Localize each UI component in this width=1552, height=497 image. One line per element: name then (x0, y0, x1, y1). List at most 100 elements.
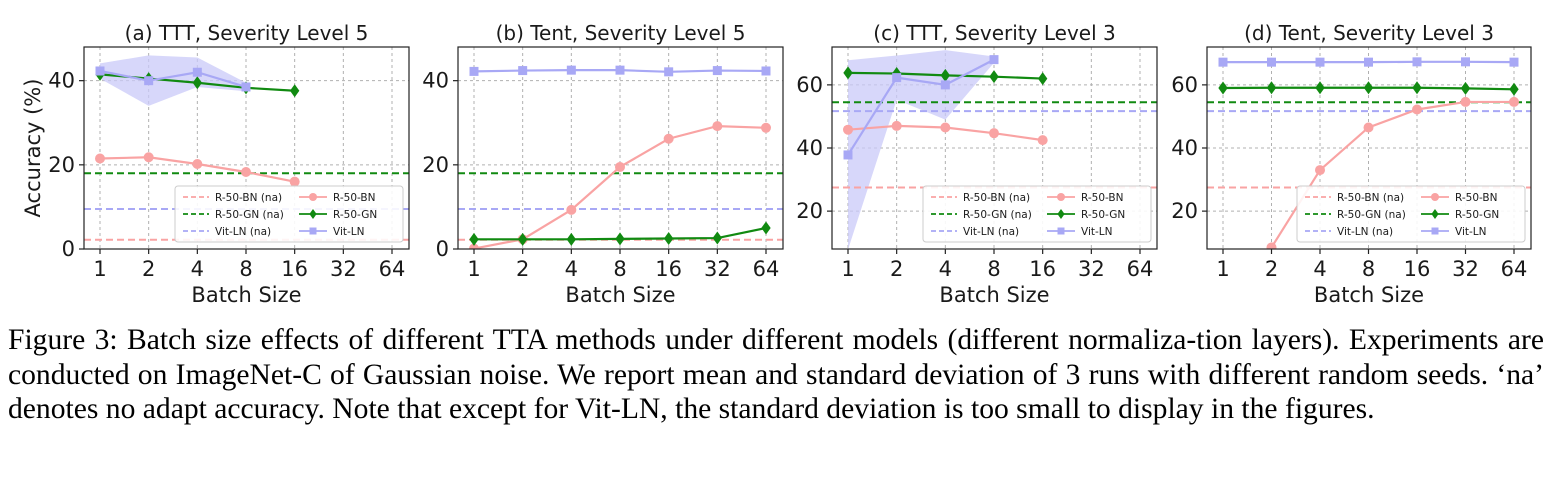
x-tick-label: 2 (142, 257, 155, 281)
legend-marker-r50gn (1431, 209, 1439, 219)
data-point-r50bn (95, 153, 105, 164)
panel-1: 1 2 4 8 16 32 64 0 20 40 (a) TTT, Severity Level 5… (21, 21, 410, 307)
x-tick-label: 4 (939, 257, 952, 281)
data-point-vitln (843, 150, 853, 160)
series-line-r50bn (1270, 100, 1514, 249)
data-point-r50bn (1509, 96, 1519, 107)
data-point-r50gn (289, 84, 300, 98)
data-point-vitln (1412, 57, 1422, 67)
data-point-vitln (241, 82, 251, 92)
legend-marker-vitln (1431, 227, 1439, 235)
x-tick-label: 2 (516, 257, 529, 281)
y-tick-label: 60 (796, 73, 823, 97)
legend-label-r50bn: R-50-BN (1081, 192, 1124, 204)
data-point-r50bn (989, 128, 999, 139)
x-tick-label: 8 (987, 257, 1000, 281)
data-point-r50gn (1460, 81, 1471, 95)
legend-label-r50bn: R-50-BN (333, 192, 376, 204)
panel-2: 1 2 4 8 16 32 64 0 20 40 (b) Tent, Severity Level … (422, 21, 784, 307)
data-point-vitln (615, 65, 625, 75)
x-tick-label: 64 (379, 257, 406, 281)
x-tick-label: 64 (1127, 257, 1154, 281)
x-tick-label: 32 (330, 257, 357, 281)
panel-title: (c) TTT, Severity Level 3 (873, 21, 1115, 45)
x-tick-label: 4 (565, 257, 578, 281)
legend-label-r50gn-na: R-50-GN (na) (963, 209, 1032, 221)
legend-label-r50gn-na: R-50-GN (na) (215, 209, 284, 221)
legend-label-vitln: Vit-LN (1455, 226, 1486, 238)
panel-1-plot (84, 55, 409, 241)
legend-marker-r50gn (309, 209, 317, 219)
data-point-vitln (95, 66, 105, 76)
data-point-r50bn (761, 122, 771, 133)
data-point-r50gn (1509, 82, 1519, 96)
panel-3: 1 2 4 8 16 32 64 20 40 60 (c) TTT, Severity Level … (796, 21, 1158, 307)
data-point-r50bn (891, 120, 902, 131)
legend-label-r50bn-na: R-50-BN (na) (215, 192, 282, 204)
data-point-r50gn (1218, 81, 1228, 95)
data-point-r50gn (1363, 81, 1374, 95)
x-tick-label: 32 (1078, 257, 1105, 281)
legend-marker-r50bn (309, 193, 317, 201)
data-point-r50gn (615, 232, 625, 246)
y-tick-label: 60 (1171, 73, 1198, 97)
legend-label-vitln-na: Vit-LN (na) (1337, 226, 1393, 238)
data-point-r50gn (566, 232, 577, 246)
legend-label-vitln-na: Vit-LN (na) (215, 226, 271, 238)
legend-box (1296, 185, 1526, 243)
data-point-r50bn (241, 166, 251, 177)
legend-label-r50gn: R-50-GN (1081, 209, 1125, 221)
x-tick-label: 2 (1265, 257, 1278, 281)
x-tick-label: 4 (191, 257, 204, 281)
x-tick-label: 8 (613, 257, 626, 281)
legend-marker-r50bn (1431, 193, 1439, 201)
data-point-r50bn (289, 176, 300, 187)
panel-title: (a) TTT, Severity Level 5 (125, 21, 369, 45)
panel-4: 1 2 4 8 16 32 64 20 40 60 (d) Tent, Severity Level… (1171, 21, 1532, 307)
data-point-r50gn (192, 76, 203, 90)
series-line-vitln (847, 58, 995, 156)
data-point-vitln (566, 65, 576, 75)
data-point-r50gn (1412, 81, 1422, 95)
x-tick-label: 32 (1452, 257, 1479, 281)
x-tick-label: 16 (1404, 257, 1431, 281)
data-point-r50gn (712, 231, 723, 245)
data-point-r50bn (566, 204, 577, 215)
data-point-r50bn (1460, 96, 1471, 107)
data-point-vitln (761, 66, 771, 76)
legend-marker-r50gn (1057, 209, 1065, 219)
y-tick-label: 40 (422, 69, 449, 93)
figure-panels: 1 2 4 8 16 32 64 0 20 40 (a) TTT, Severity Level 5… (21, 21, 1532, 307)
data-point-r50gn (1315, 81, 1325, 95)
data-point-vitln (518, 66, 528, 76)
legend-label-r50gn: R-50-GN (333, 209, 377, 221)
legend-label-r50gn: R-50-GN (1455, 209, 1499, 221)
data-point-r50bn (1037, 135, 1048, 146)
data-point-vitln (664, 67, 674, 77)
std-band (848, 50, 994, 249)
legend-box (922, 185, 1152, 243)
y-tick-label: 40 (1171, 136, 1198, 160)
x-axis-label: Batch Size (565, 283, 675, 307)
data-point-vitln (469, 66, 479, 76)
data-point-r50bn (1315, 165, 1325, 176)
x-tick-label: 1 (93, 257, 106, 281)
data-point-r50gn (1037, 72, 1048, 86)
y-tick-label: 20 (796, 199, 823, 223)
data-point-vitln (1218, 57, 1228, 67)
data-point-r50bn (1266, 242, 1277, 249)
x-tick-label: 8 (239, 257, 252, 281)
legend-label-vitln: Vit-LN (1081, 226, 1112, 238)
x-tick-label: 2 (890, 257, 903, 281)
x-tick-label: 16 (655, 257, 682, 281)
legend-label-vitln-na: Vit-LN (na) (963, 226, 1019, 238)
data-point-r50gn (469, 232, 479, 246)
y-axis-label: Accuracy (%) (21, 79, 45, 218)
data-point-r50bn (615, 161, 625, 172)
data-point-vitln (192, 67, 202, 77)
data-point-r50bn (712, 121, 723, 132)
data-point-r50bn (192, 158, 203, 169)
data-point-r50bn (940, 122, 951, 133)
legend-label-r50bn: R-50-BN (1455, 192, 1498, 204)
y-tick-label: 0 (436, 237, 449, 261)
